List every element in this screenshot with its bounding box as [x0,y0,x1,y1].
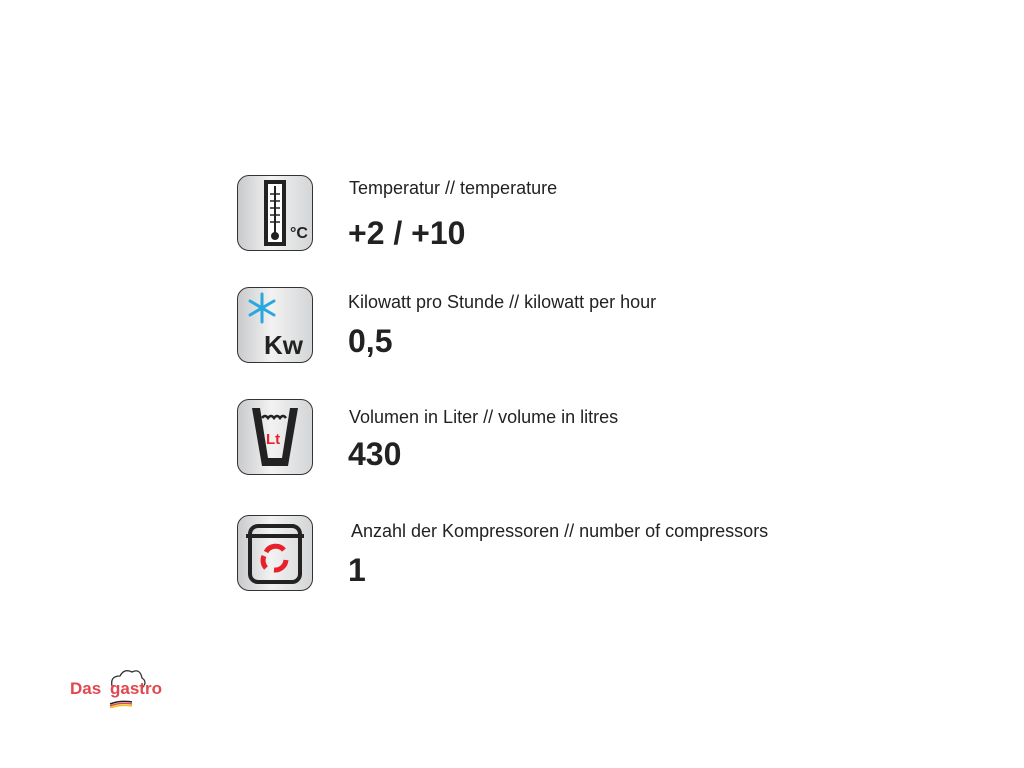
celsius-text: °C [290,225,308,242]
compressor-icon [237,515,313,591]
spec-label-compressors: Anzahl der Kompressoren // number of com… [351,521,769,541]
volume-litre-icon: Lt [237,399,313,475]
snowflake-icon [248,292,276,324]
spec-value-temperature: +2 / +10 [348,215,466,251]
recycle-arrows-icon [260,543,289,573]
kw-text: Kw [264,330,304,360]
spec-label-kilowatt: Kilowatt pro Stunde // kilowatt per hour [348,292,657,312]
lt-text: Lt [266,431,280,448]
svg-text:gastro: gastro [110,679,162,698]
spec-label-volume: Volumen in Liter // volume in litres [349,407,619,427]
spec-value-kilowatt: 0,5 [348,323,393,359]
svg-text:Das: Das [70,679,101,698]
thermometer-icon: °C [237,175,313,251]
spec-label-temperature: Temperatur // temperature [349,178,558,198]
snowflake-kw-icon: Kw [237,287,313,363]
spec-value-compressors: 1 [348,552,366,588]
dasgastro-logo: Das gastro [68,664,168,709]
spec-value-volume: 430 [348,436,402,472]
